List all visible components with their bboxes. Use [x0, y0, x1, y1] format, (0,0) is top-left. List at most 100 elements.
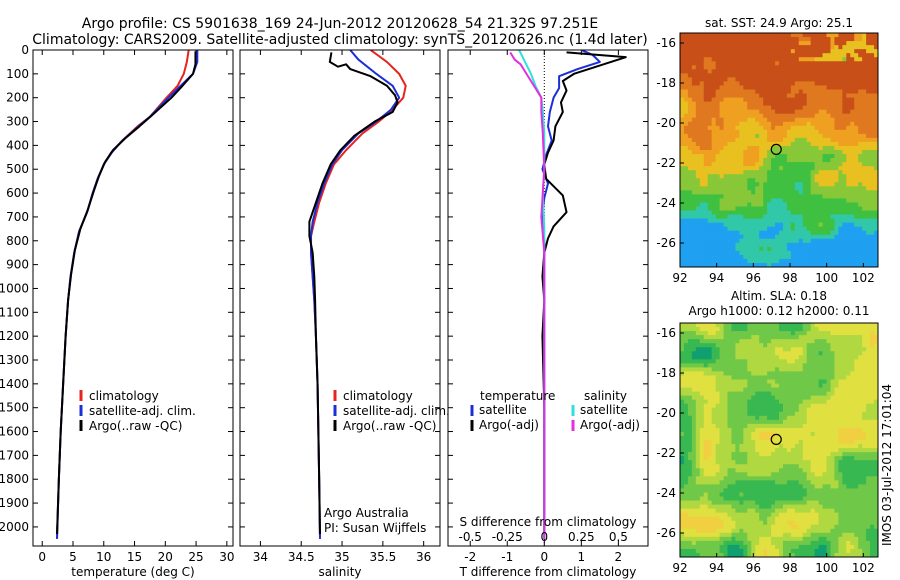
- heatmap-cells: [680, 33, 879, 268]
- credit-line1: Argo Australia: [324, 506, 409, 520]
- figure-title-line1: Argo profile: CS 5901638_169 24-Jun-2012…: [82, 16, 598, 32]
- x-tick-label: 94: [709, 271, 724, 285]
- profile-panel-3: -2 -1 0 1 2T difference from climatology temp…: [447, 49, 649, 579]
- y-tick-label: 0: [21, 43, 29, 57]
- y-tick-label: 2000: [0, 520, 29, 534]
- y-tick-label: 1800: [0, 472, 29, 486]
- credit-line2: PI: Susan Wijffels: [324, 521, 426, 535]
- series-line-3: [56, 51, 197, 535]
- y-tick-label: 1300: [0, 353, 29, 367]
- series-line-2: [310, 50, 401, 539]
- legend-label: satellite: [580, 403, 628, 417]
- map-panel-2: 92 94 96 98 100 102 -16 -18 -20 -22 -24 -26 Altim. S…: [656, 289, 879, 575]
- legend-header-temperature: temperature: [480, 389, 555, 403]
- chart-layer: 0 5 10 15 20 25 300100200300400500600700800900…: [0, 16, 879, 579]
- top-tick-label: 0.5: [609, 530, 628, 544]
- x-tick-label: 35.5: [369, 550, 396, 564]
- legend-label: satellite-adj. clim.: [89, 404, 196, 418]
- map-frame: [679, 32, 879, 268]
- top-tick-label: 0: [540, 530, 548, 544]
- heatmap-cells: [680, 323, 879, 558]
- y-tick-label: 1000: [0, 281, 29, 295]
- x-tick-label: 102: [852, 561, 875, 575]
- x-tick-label: 100: [815, 561, 838, 575]
- series-line-1: [541, 50, 601, 539]
- y-tick-label: -16: [656, 326, 676, 340]
- y-tick-label: 300: [6, 115, 29, 129]
- series-line-1: [56, 50, 190, 539]
- y-tick-label: 700: [6, 210, 29, 224]
- y-tick-label: -18: [656, 366, 676, 380]
- x-tick-label: 10: [96, 550, 111, 564]
- y-tick-label: 1900: [0, 496, 29, 510]
- y-tick-label: 900: [6, 258, 29, 272]
- x-tick-label: 36: [416, 550, 431, 564]
- y-tick-label: 1600: [0, 425, 29, 439]
- x-axis-label: salinity: [318, 565, 361, 579]
- x-tick-label: 5: [69, 550, 77, 564]
- y-tick-label: -16: [656, 36, 676, 50]
- map-panel-1: 92 94 96 98 100 102 -16 -18 -20 -22 -24 -26 sat. SST…: [656, 16, 879, 285]
- map-title-line1: Altim. SLA: 0.18: [731, 289, 827, 303]
- y-tick-label: 1700: [0, 448, 29, 462]
- legend-label: Argo(..raw -QC): [343, 419, 436, 433]
- legend-header-salinity: salinity: [584, 389, 627, 403]
- y-tick-label: 100: [6, 67, 29, 81]
- figure-title-line2: Climatology: CARS2009. Satellite-adjuste…: [32, 32, 647, 48]
- y-tick-label: 800: [6, 234, 29, 248]
- panel-frame: [447, 49, 649, 547]
- y-tick-label: -26: [656, 236, 676, 250]
- series-line-2: [56, 50, 199, 539]
- y-tick-label: 1500: [0, 401, 29, 415]
- y-tick-label: 500: [6, 162, 29, 176]
- top-axis-label: S difference from climatology: [460, 515, 637, 529]
- x-tick-label: 25: [188, 550, 203, 564]
- series-line-3: [308, 52, 399, 535]
- x-tick-label: 0: [38, 550, 46, 564]
- map-title: sat. SST: 24.9 Argo: 25.1: [705, 16, 853, 30]
- y-tick-label: 1100: [0, 305, 29, 319]
- x-axis-label: T difference from climatology: [459, 565, 637, 579]
- legend-label: climatology: [89, 389, 159, 403]
- legend-label: Argo(-adj): [479, 418, 539, 432]
- top-tick-label: 0.25: [568, 530, 595, 544]
- x-tick-label: 96: [746, 271, 761, 285]
- x-tick-label: 100: [815, 271, 838, 285]
- x-tick-label: 92: [672, 561, 687, 575]
- y-tick-label: 200: [6, 91, 29, 105]
- legend-label: climatology: [343, 389, 413, 403]
- top-tick-label: -0.5: [459, 530, 482, 544]
- x-tick-label: 2: [615, 550, 623, 564]
- x-tick-label: 98: [782, 271, 797, 285]
- legend-label: satellite-adj. clim.: [343, 404, 450, 418]
- y-tick-label: -24: [656, 196, 676, 210]
- series-line-1: [310, 50, 407, 539]
- x-tick-label: 92: [672, 271, 687, 285]
- x-tick-label: 102: [852, 271, 875, 285]
- profile-panel-1: 0 5 10 15 20 25 300100200300400500600700800900…: [0, 43, 234, 579]
- y-tick-label: -22: [656, 156, 676, 170]
- map-frame: [679, 322, 879, 558]
- y-tick-label: -24: [656, 486, 676, 500]
- y-tick-label: 600: [6, 186, 29, 200]
- legend-label: Argo(..raw -QC): [89, 419, 182, 433]
- x-tick-label: 35: [334, 550, 349, 564]
- y-tick-label: -22: [656, 446, 676, 460]
- x-tick-label: 1: [578, 550, 586, 564]
- argo-position-marker: [770, 433, 782, 445]
- legend-label: Argo(-adj): [580, 418, 640, 432]
- x-tick-label: 96: [746, 561, 761, 575]
- x-tick-label: 34.5: [288, 550, 315, 564]
- x-tick-label: 30: [219, 550, 234, 564]
- y-tick-label: -20: [656, 406, 676, 420]
- map-title-line2: Argo h1000: 0.12 h2000: 0.11: [689, 304, 870, 318]
- legend-label: satellite: [479, 403, 527, 417]
- x-tick-label: -1: [501, 550, 513, 564]
- argo-position-marker: [770, 143, 782, 155]
- y-tick-label: 400: [6, 138, 29, 152]
- series-line-4: [509, 51, 546, 539]
- y-tick-label: -26: [656, 526, 676, 540]
- x-axis-label: temperature (deg C): [71, 565, 194, 579]
- y-tick-label: 1200: [0, 329, 29, 343]
